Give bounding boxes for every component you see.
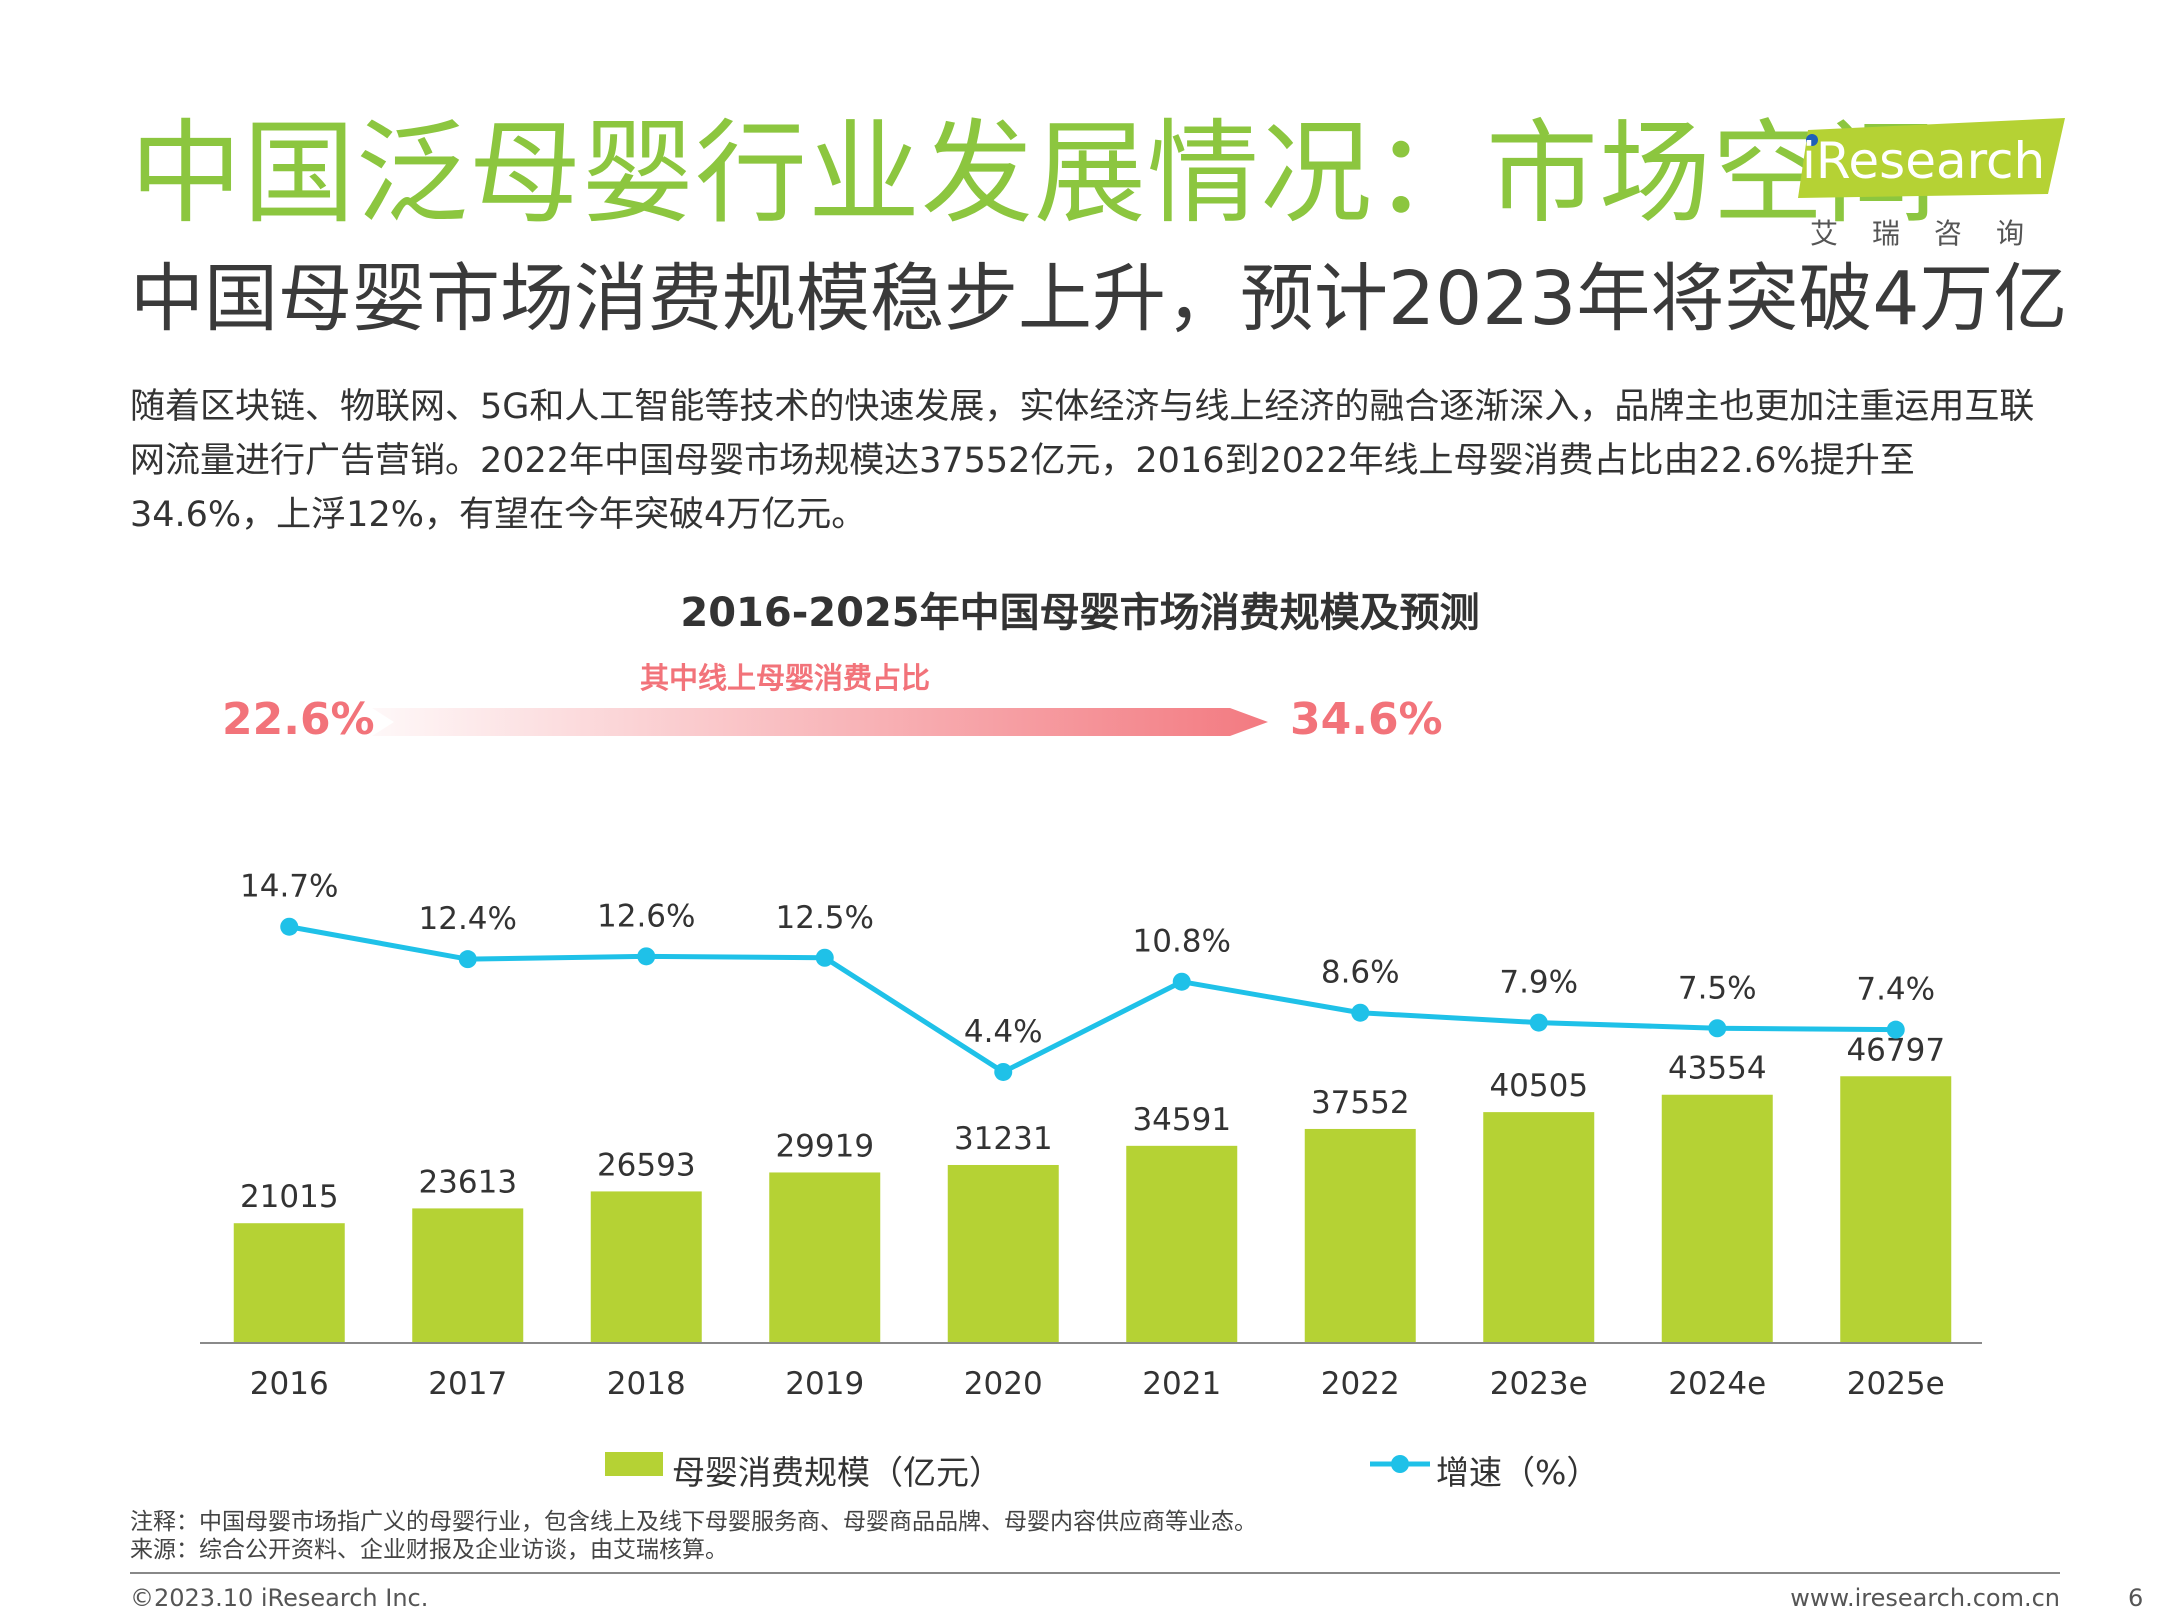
legend-line-label: 增速（%） [1436, 1453, 1600, 1492]
online-share-arrow [372, 708, 1268, 736]
growth-point-2025e [1886, 1020, 1905, 1039]
growth-value-label: 7.9% [1499, 965, 1578, 1001]
footnote-note: 注释：中国母婴市场指广义的母婴行业，包含线上及线下母婴服务商、母婴商品品牌、母婴… [130, 1509, 1257, 1535]
bar-2022 [1304, 1128, 1416, 1343]
bar-value-label: 23613 [418, 1164, 517, 1200]
growth-value-label: 10.8% [1133, 924, 1231, 960]
bar-value-label: 43554 [1668, 1051, 1767, 1087]
growth-value-label: 8.6% [1321, 955, 1400, 991]
iresearch-logo: iResearch 艾瑞咨询 [1790, 112, 2070, 250]
bar-2018 [590, 1191, 702, 1343]
website-link[interactable]: www.iresearch.com.cn [1790, 1584, 2060, 1612]
growth-value-label: 7.5% [1678, 970, 1757, 1006]
bar-2016 [233, 1223, 345, 1343]
growth-value-label: 14.7% [240, 869, 338, 905]
bar-2017 [412, 1208, 524, 1343]
x-tick-label: 2016 [250, 1366, 329, 1402]
x-tick-label: 2021 [1142, 1366, 1221, 1402]
online-share-start: 22.6% [222, 694, 375, 745]
growth-point-2024e [1708, 1019, 1727, 1038]
bar-2023e [1483, 1112, 1595, 1343]
market-scale-chart: 21015 23613 26593 29919 31231 34591 37552 40505… [200, 708, 1982, 1473]
growth-point-2017 [458, 950, 477, 969]
x-tick-label: 2022 [1321, 1366, 1400, 1402]
growth-value-label: 12.6% [597, 898, 695, 934]
legend-bar-swatch [605, 1452, 663, 1476]
x-tick-label: 2024e [1668, 1366, 1766, 1402]
x-tick-label: 2023e [1490, 1366, 1588, 1402]
growth-point-2019 [815, 948, 834, 967]
legend-bar-label: 母婴消费规模（亿元） [672, 1453, 1002, 1492]
bar-2024e [1661, 1094, 1773, 1343]
growth-value-label: 7.4% [1856, 972, 1935, 1008]
footnote-source: 来源：综合公开资料、企业财报及企业访谈，由艾瑞核算。 [130, 1537, 728, 1563]
growth-point-2023e [1529, 1013, 1548, 1032]
bar-value-label: 40505 [1489, 1068, 1588, 1104]
growth-value-label: 12.5% [776, 900, 874, 936]
logo-badge-icon [1798, 118, 2065, 198]
growth-value-label: 12.4% [419, 901, 517, 937]
x-tick-label: 2025e [1847, 1366, 1945, 1402]
bar-value-label: 34591 [1132, 1102, 1231, 1138]
footer-divider [130, 1572, 2060, 1574]
bar-2019 [769, 1172, 881, 1343]
growth-point-2022 [1351, 1003, 1370, 1022]
logo-cn-text: 艾瑞咨询 [1810, 217, 2059, 250]
bar-2020 [947, 1164, 1059, 1343]
online-share-label: 其中线上母婴消费占比 [640, 661, 931, 695]
bar-value-label: 26593 [597, 1147, 696, 1183]
logo-text: iResearch [1802, 132, 2046, 190]
growth-value-label: 4.4% [964, 1014, 1043, 1050]
x-tick-label: 2020 [964, 1366, 1043, 1402]
page-number: 6 [2128, 1584, 2144, 1612]
copyright: ©2023.10 iResearch Inc. [130, 1584, 429, 1612]
x-tick-label: 2019 [785, 1366, 864, 1402]
page-subtitle: 中国母婴市场消费规模稳步上升，预计2023年将突破4万亿 [130, 256, 2068, 342]
bar-2021 [1126, 1145, 1238, 1343]
growth-line-series [288, 924, 1896, 1075]
online-share-end: 34.6% [1290, 694, 1443, 745]
page-title: 中国泛母婴行业发展情况：市场空间 [130, 109, 1938, 239]
chart-title: 2016-2025年中国母婴市场消费规模及预测 [680, 590, 1480, 636]
intro-paragraph: 随着区块链、物联网、5G和人工智能等技术的快速发展，实体经济与线上经济的融合逐渐… [130, 387, 2035, 535]
growth-point-2020 [994, 1062, 1013, 1081]
legend-line-dot [1391, 1455, 1409, 1473]
growth-point-2016 [280, 917, 299, 936]
footnote: 注释：中国母婴市场指广义的母婴行业，包含线上及线下母婴服务商、母婴商品品牌、母婴… [130, 1508, 1257, 1564]
growth-point-2018 [637, 947, 656, 966]
growth-point-2021 [1172, 972, 1191, 991]
x-tick-label: 2018 [607, 1366, 686, 1402]
bar-2025e [1840, 1076, 1952, 1343]
bar-value-label: 21015 [240, 1179, 339, 1215]
bar-value-label: 37552 [1311, 1085, 1410, 1121]
bar-value-label: 29919 [775, 1128, 874, 1164]
x-tick-label: 2017 [428, 1366, 507, 1402]
bar-value-label: 31231 [954, 1121, 1053, 1157]
